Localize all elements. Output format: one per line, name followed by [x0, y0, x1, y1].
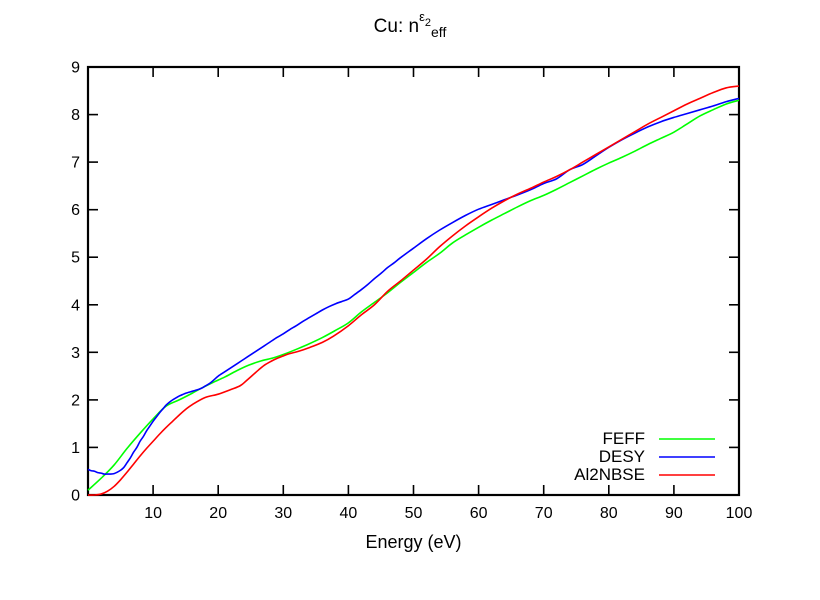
svg-text:9: 9 — [71, 60, 80, 77]
svg-text:30: 30 — [274, 505, 292, 522]
svg-text:10: 10 — [144, 505, 162, 522]
svg-text:70: 70 — [535, 505, 553, 522]
svg-text:40: 40 — [340, 505, 358, 522]
svg-text:Energy (eV): Energy (eV) — [365, 532, 461, 552]
svg-text:Al2NBSE: Al2NBSE — [574, 465, 645, 484]
svg-text:60: 60 — [470, 505, 488, 522]
svg-text:5: 5 — [71, 250, 80, 267]
svg-text:50: 50 — [405, 505, 423, 522]
svg-text:2: 2 — [71, 392, 80, 409]
svg-text:20: 20 — [209, 505, 227, 522]
svg-text:0: 0 — [71, 488, 80, 505]
svg-text:100: 100 — [726, 505, 753, 522]
svg-text:DESY: DESY — [599, 447, 645, 466]
svg-text:8: 8 — [71, 107, 80, 124]
svg-text:FEFF: FEFF — [603, 429, 646, 448]
svg-text:4: 4 — [71, 297, 80, 314]
svg-text:3: 3 — [71, 345, 80, 362]
svg-text:80: 80 — [600, 505, 618, 522]
svg-text:7: 7 — [71, 155, 80, 172]
svg-text:1: 1 — [71, 440, 80, 457]
svg-text:6: 6 — [71, 202, 80, 219]
svg-text:90: 90 — [665, 505, 683, 522]
